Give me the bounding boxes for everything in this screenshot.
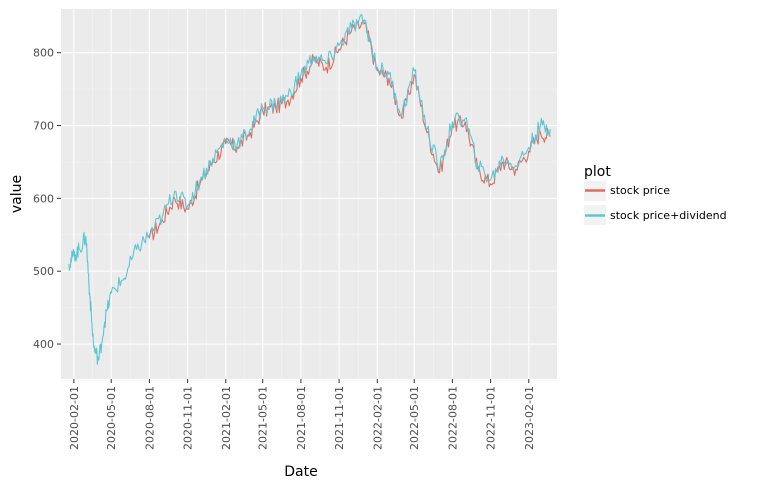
y-tick-label: 400 [33, 338, 54, 351]
y-tick-label: 500 [33, 265, 54, 278]
legend: plot stock price stock price+dividend [584, 164, 727, 225]
x-tick-label: 2021-02-01 [220, 386, 233, 450]
plot-panel [61, 9, 557, 379]
x-tick-label: 2022-02-01 [371, 386, 384, 450]
y-tick-label: 600 [33, 192, 54, 205]
legend-item-stock-price: stock price [584, 181, 670, 201]
x-axis-title: Date [284, 464, 317, 480]
x-tick-label: 2020-11-01 [182, 386, 195, 450]
y-axis: 400 500 600 700 800 [33, 47, 61, 351]
x-tick-label: 2021-05-01 [257, 386, 270, 450]
legend-label-stock-price-dividend: stock price+dividend [610, 209, 727, 222]
x-tick-label: 2022-05-01 [408, 386, 421, 450]
y-tick-label: 800 [33, 47, 54, 60]
x-axis: 2020-02-01 2020-05-01 2020-08-01 2020-11-01… [68, 379, 536, 450]
x-tick-label: 2021-08-01 [295, 386, 308, 450]
x-tick-label: 2023-02-01 [523, 386, 536, 450]
x-tick-label: 2021-11-01 [333, 386, 346, 450]
legend-label-stock-price: stock price [610, 184, 670, 197]
legend-title: plot [584, 164, 611, 180]
y-axis-title: value [9, 175, 25, 213]
x-tick-label: 2020-05-01 [105, 386, 118, 450]
x-tick-label: 2022-08-01 [446, 386, 459, 450]
y-tick-label: 700 [33, 120, 54, 133]
legend-item-stock-price-dividend: stock price+dividend [584, 205, 727, 225]
x-tick-label: 2020-02-01 [68, 386, 81, 450]
x-tick-label: 2022-11-01 [485, 386, 498, 450]
x-tick-label: 2020-08-01 [143, 386, 156, 450]
